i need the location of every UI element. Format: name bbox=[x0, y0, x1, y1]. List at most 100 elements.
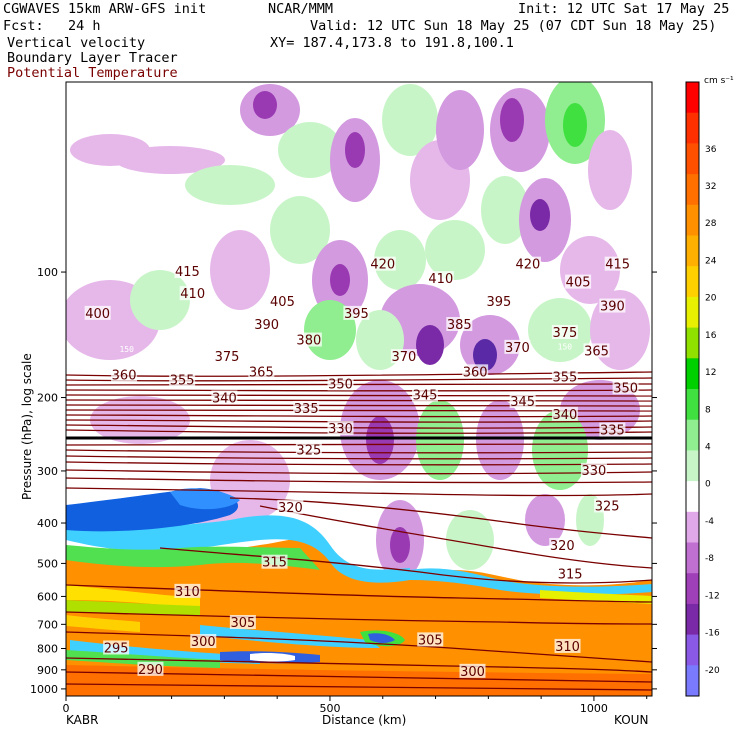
x-axis: 0 500 1000 bbox=[63, 696, 648, 715]
colorbar-label: 0 bbox=[705, 480, 711, 490]
theta-label-bg bbox=[84, 305, 111, 320]
theta-label: 330 bbox=[328, 422, 353, 437]
theta-label: 360 bbox=[463, 365, 488, 380]
theta-label-bg bbox=[174, 583, 201, 598]
theta-label-bg bbox=[557, 566, 584, 581]
theta-label: 420 bbox=[516, 258, 541, 273]
theta-label-bg bbox=[390, 349, 417, 364]
x-tick-label: 1000 bbox=[580, 702, 608, 715]
header-mid-1: NCAR/MMM bbox=[268, 1, 334, 17]
colorbar-swatch bbox=[686, 603, 699, 636]
theta-label-bg bbox=[295, 442, 322, 457]
theta-label: 315 bbox=[262, 556, 287, 571]
theta-label-bg bbox=[485, 294, 512, 309]
theta-label: 400 bbox=[85, 307, 110, 322]
theta-label-bg bbox=[551, 406, 578, 421]
colorbar-frame bbox=[685, 81, 700, 697]
theta-label: 325 bbox=[595, 499, 620, 514]
theta-label-bg bbox=[137, 661, 164, 676]
theta-label-bg bbox=[604, 256, 631, 271]
theta-label: 305 bbox=[418, 633, 443, 648]
theta-label-bg bbox=[174, 264, 201, 279]
theta-label-bg bbox=[509, 394, 536, 409]
theta-contours bbox=[66, 371, 652, 691]
theta-label-bg bbox=[211, 390, 238, 405]
theta-label: 320 bbox=[278, 501, 303, 516]
y-axis: 100 200 300 400 500 600 700 800 900 1000 bbox=[30, 266, 657, 696]
colorbar-label: 4 bbox=[705, 443, 711, 453]
theta-label: 335 bbox=[600, 424, 625, 439]
y-tick-label: 500 bbox=[37, 557, 58, 570]
theta-label: 365 bbox=[249, 365, 274, 380]
theta-label-bg bbox=[504, 339, 531, 354]
colorbar-label: -12 bbox=[705, 591, 720, 601]
theta-label-bg bbox=[277, 499, 304, 514]
colorbar-swatch bbox=[686, 327, 699, 359]
colorbar-label: 28 bbox=[705, 219, 717, 229]
colorbar-swatch bbox=[686, 235, 699, 267]
theta-label: 410 bbox=[180, 287, 205, 302]
theta-label: 410 bbox=[428, 272, 453, 287]
theta-label-bg bbox=[565, 274, 592, 289]
theta-label: 325 bbox=[296, 444, 321, 459]
header-xy: XY= 187.4,173.8 to 191.8,100.1 bbox=[270, 35, 514, 51]
colorbar-swatch bbox=[686, 634, 699, 666]
theta-label: 420 bbox=[370, 258, 395, 273]
colorbar-swatch bbox=[686, 481, 699, 513]
colorbar-swatch bbox=[686, 542, 699, 574]
theta-label: 300 bbox=[460, 665, 485, 680]
theta-label-bg bbox=[549, 537, 576, 552]
y-tick-label: 800 bbox=[37, 643, 58, 656]
theta-label: 310 bbox=[175, 585, 200, 600]
colorbar-swatch bbox=[686, 573, 699, 605]
theta-label-bg bbox=[417, 632, 444, 647]
theta-label-bg bbox=[269, 294, 296, 309]
y-tick-label: 700 bbox=[37, 618, 58, 631]
theta-label: 355 bbox=[552, 370, 577, 385]
theta-label-bg bbox=[554, 638, 581, 653]
colorbar-swatch bbox=[686, 389, 699, 421]
colorbar-label: 32 bbox=[705, 182, 716, 192]
colorbar-label: 16 bbox=[705, 331, 717, 341]
theta-label-bg bbox=[229, 615, 256, 630]
colorbar-swatch bbox=[686, 296, 699, 329]
x-axis-label: Distance (km) bbox=[322, 713, 406, 727]
header-left-5: Potential Temperature bbox=[7, 65, 178, 81]
y-tick-label: 100 bbox=[37, 266, 58, 279]
theta-label: 350 bbox=[613, 381, 638, 396]
x-tick-label: 0 bbox=[63, 702, 70, 715]
colorbar-swatch bbox=[686, 174, 699, 206]
theta-label: 390 bbox=[600, 300, 625, 315]
colorbar-swatch bbox=[686, 112, 699, 144]
colorbar-swatch bbox=[686, 143, 699, 175]
theta-label: 320 bbox=[550, 539, 575, 554]
theta-label-bg bbox=[459, 663, 486, 678]
y-tick-label: 400 bbox=[37, 517, 58, 530]
colorbar-label: 12 bbox=[705, 368, 716, 378]
theta-label: 300 bbox=[191, 635, 216, 650]
theta-label-bg bbox=[580, 462, 607, 477]
theta-label-bg bbox=[599, 422, 626, 437]
theta-label: 415 bbox=[175, 265, 200, 280]
theta-label: 365 bbox=[584, 344, 609, 359]
theta-label: 390 bbox=[254, 318, 279, 333]
colorbar: 36 32 28 24 20 16 12 8 4 0 -4 -8 -12 -16 -20 bbox=[685, 81, 720, 697]
theta-label-bg bbox=[293, 400, 320, 415]
colorbar-swatch bbox=[686, 204, 699, 236]
colorbar-units: cm s⁻¹ bbox=[704, 76, 734, 86]
theta-label: 375 bbox=[552, 326, 577, 341]
theta-label-bg bbox=[103, 640, 130, 655]
theta-label-bg bbox=[248, 364, 275, 379]
theta-label: 395 bbox=[344, 307, 369, 322]
colorbar-label: -16 bbox=[705, 629, 720, 639]
theta-label: 415 bbox=[605, 258, 630, 273]
right-endpoint-label: KOUN bbox=[614, 713, 648, 727]
y-tick-label: 900 bbox=[37, 664, 58, 677]
header-right-1: Init: 12 UTC Sat 17 May 25 bbox=[518, 1, 730, 17]
theta-label-bg bbox=[214, 349, 241, 364]
colorbar-swatch bbox=[686, 419, 699, 451]
theta-label: 360 bbox=[112, 368, 137, 383]
theta-label: 295 bbox=[104, 642, 129, 657]
theta-label-bg bbox=[462, 364, 489, 379]
